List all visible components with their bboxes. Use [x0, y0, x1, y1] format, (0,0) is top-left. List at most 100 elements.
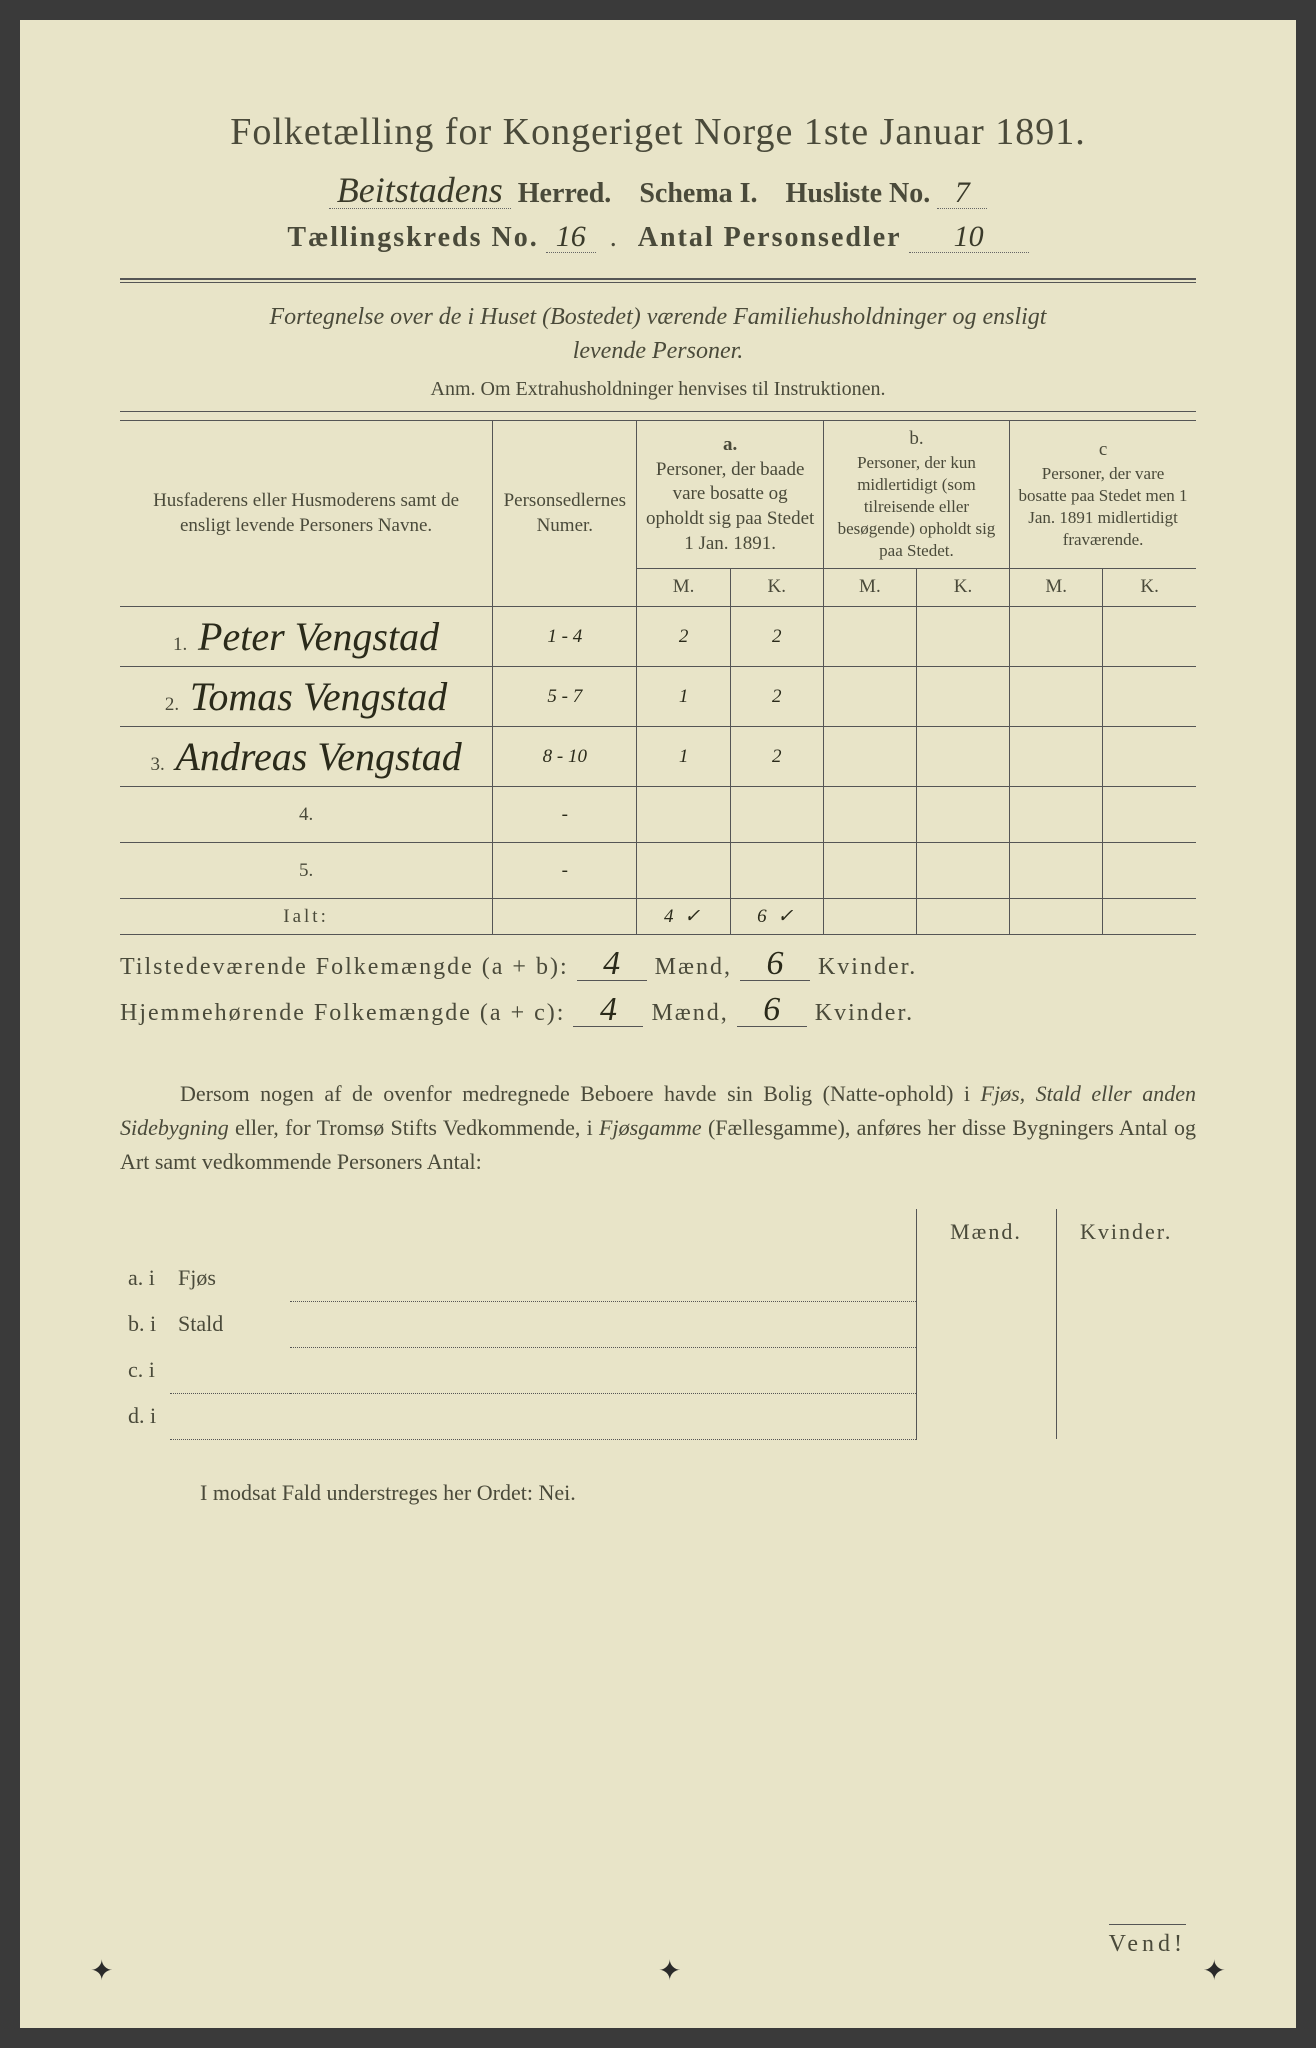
sum1-k: 6 [740, 949, 810, 981]
row-bk [916, 667, 1009, 727]
row-am [637, 843, 730, 899]
row-ak: 2 [730, 607, 823, 667]
sum1-m: 4 [577, 949, 647, 981]
table-row: 2. Tomas Vengstad 5 - 7 1 2 [120, 667, 1196, 727]
pin-mark-icon: ✦ [1203, 1954, 1226, 1988]
table-row: 3. Andreas Vengstad 8 - 10 1 2 [120, 727, 1196, 787]
byg-lbl: b. i [120, 1301, 170, 1347]
byg-k [1056, 1393, 1196, 1439]
bygning-maend: Mænd. [916, 1209, 1056, 1255]
ialt-bk [916, 899, 1009, 935]
ialt-ak: 6 ✓ [730, 899, 823, 935]
dersom-t2: eller, for Tromsø Stifts Vedkommende, i [229, 1115, 599, 1140]
col-b-letter: b. [832, 427, 1001, 452]
blank [120, 1209, 170, 1255]
col-b-header: b. Personer, der kun midlertidigt (som t… [823, 421, 1009, 569]
dersom-paragraph: Dersom nogen af de ovenfor medregnede Be… [120, 1077, 1196, 1179]
byg-dots [290, 1393, 916, 1439]
herred-line: Beitstadens Herred. Schema I. Husliste N… [120, 172, 1196, 210]
row-ck [1103, 607, 1196, 667]
pin-mark-icon: ✦ [90, 1954, 113, 1988]
col-a-text: Personer, der baade vare bosatte og opho… [645, 458, 814, 557]
byg-m [916, 1255, 1056, 1301]
sum2-m: 4 [573, 995, 643, 1027]
row-sedler: 5 - 7 [493, 667, 637, 727]
herred-label: Herred. [518, 178, 612, 209]
sum2-label: Hjemmehørende Folkemængde (a + c): [120, 1000, 565, 1026]
byg-dots [290, 1301, 916, 1347]
row-cm [1010, 727, 1103, 787]
blank [290, 1209, 916, 1255]
bygning-kvinder: Kvinder. [1056, 1209, 1196, 1255]
row-name: Andreas Vengstad [169, 734, 461, 779]
bygning-head: Mænd. Kvinder. [120, 1209, 1196, 1255]
col-c-letter: c [1018, 438, 1188, 463]
col-a-header: a. Personer, der baade vare bosatte og o… [637, 421, 823, 569]
byg-dots [290, 1347, 916, 1393]
bygning-row: a. i Fjøs [120, 1255, 1196, 1301]
row-num: 5. [299, 860, 313, 881]
c-m: M. [1010, 569, 1103, 607]
b-k: K. [916, 569, 1009, 607]
row-ak [730, 787, 823, 843]
row-cm [1010, 843, 1103, 899]
row-cell: 1. Peter Vengstad [120, 607, 493, 667]
row-ak: 2 [730, 727, 823, 787]
row-cm [1010, 607, 1103, 667]
ialt-cm [1010, 899, 1103, 935]
table-row: 5. - [120, 843, 1196, 899]
col-name-header: Husfaderens eller Husmoderens samt de en… [120, 421, 493, 607]
dersom-t1: Dersom nogen af de ovenfor medregnede Be… [180, 1081, 981, 1106]
byg-lbl: c. i [120, 1347, 170, 1393]
divider [120, 278, 1196, 283]
row-num: 2. [165, 694, 179, 715]
sum-kvinder: Kvinder. [815, 1000, 914, 1026]
row-bm [823, 667, 916, 727]
row-num: 3. [150, 754, 164, 775]
row-cell: 5. [120, 843, 493, 899]
page-title: Folketælling for Kongeriget Norge 1ste J… [120, 110, 1196, 154]
divider [120, 411, 1196, 412]
row-cell: 2. Tomas Vengstad [120, 667, 493, 727]
kreds-line: Tællingskreds No. 16 . Antal Personsedle… [120, 222, 1196, 254]
col-num-header: Personsedlernes Numer. [493, 421, 637, 607]
byg-m [916, 1301, 1056, 1347]
bygning-row: b. i Stald [120, 1301, 1196, 1347]
kreds-value: 16 [546, 222, 596, 253]
bygning-row: c. i [120, 1347, 1196, 1393]
c-k: K. [1103, 569, 1196, 607]
col-c-header: c Personer, der vare bosatte paa Stedet … [1010, 421, 1196, 569]
bygning-row: d. i [120, 1393, 1196, 1439]
a-k: K. [730, 569, 823, 607]
ialt-label: Ialt: [120, 899, 493, 935]
a-m: M. [637, 569, 730, 607]
fortegnelse-l1: Fortegnelse over de i Huset (Bostedet) v… [270, 304, 1047, 330]
bygning-table: Mænd. Kvinder. a. i Fjøs b. i Stald c. i… [120, 1209, 1196, 1440]
antal-label: Antal Personsedler [638, 222, 902, 253]
row-bk [916, 843, 1009, 899]
row-bk [916, 727, 1009, 787]
table-header-row: Husfaderens eller Husmoderens samt de en… [120, 421, 1196, 569]
row-ak [730, 843, 823, 899]
row-am: 2 [637, 607, 730, 667]
row-sedler: - [493, 787, 637, 843]
fortegnelse-heading: Fortegnelse over de i Huset (Bostedet) v… [120, 301, 1196, 368]
byg-name: Stald [170, 1301, 290, 1347]
sum-kvinder: Kvinder. [818, 954, 917, 980]
byg-dots [290, 1255, 916, 1301]
ialt-row: Ialt: 4 ✓ 6 ✓ [120, 899, 1196, 935]
byg-m [916, 1393, 1056, 1439]
census-table: Husfaderens eller Husmoderens samt de en… [120, 420, 1196, 935]
summary-line-2: Hjemmehørende Folkemængde (a + c): 4 Mæn… [120, 995, 1196, 1027]
row-bk [916, 787, 1009, 843]
row-name: Peter Vengstad [192, 614, 439, 659]
row-bm [823, 607, 916, 667]
row-bk [916, 607, 1009, 667]
byg-lbl: a. i [120, 1255, 170, 1301]
byg-name: Fjøs [170, 1255, 290, 1301]
row-name: Tomas Vengstad [184, 674, 447, 719]
col-b-text: Personer, der kun midlertidigt (som tilr… [832, 452, 1001, 562]
ialt-blank [493, 899, 637, 935]
b-m: M. [823, 569, 916, 607]
census-form-page: Folketælling for Kongeriget Norge 1ste J… [20, 20, 1296, 2028]
